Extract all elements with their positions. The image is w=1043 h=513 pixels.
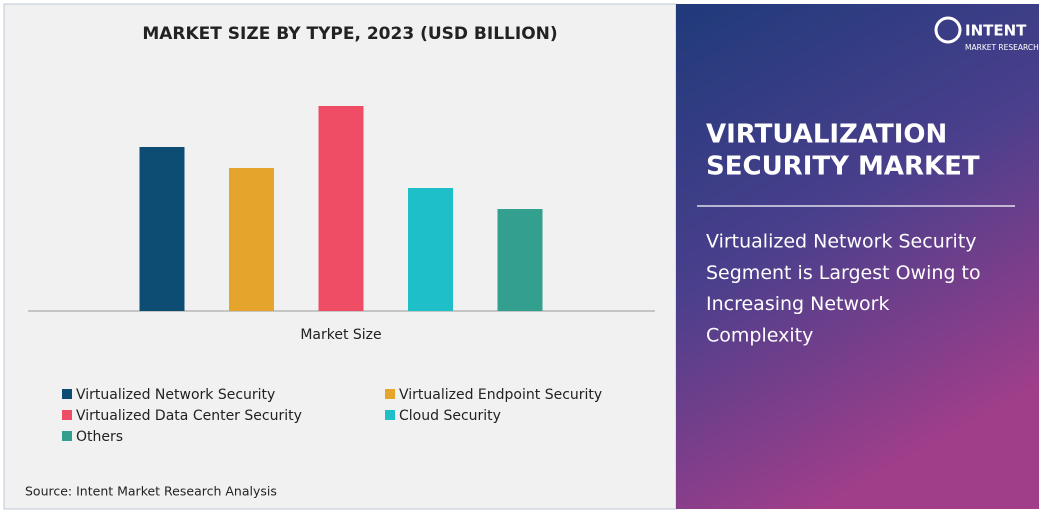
- bar: [408, 188, 453, 311]
- bar: [139, 147, 185, 311]
- panel-title: VIRTUALIZATION: [706, 120, 947, 150]
- legend-label: Virtualized Network Security: [76, 387, 275, 403]
- panel-text-line: Virtualized Network Security: [706, 231, 977, 253]
- panel-text-line: Segment is Largest Owing to: [706, 262, 981, 284]
- bar: [497, 209, 543, 311]
- panel-text: Virtualized Network Security Segment is L…: [706, 231, 981, 347]
- bar: [318, 106, 364, 311]
- legend-swatch: [385, 389, 395, 399]
- x-tick-label: Market Size: [300, 327, 381, 343]
- logo-tagline: MARKET RESEARCH: [965, 43, 1039, 52]
- info-panel: [676, 4, 1039, 509]
- legend-swatch: [62, 431, 72, 441]
- legend-label: Others: [76, 429, 123, 445]
- legend-label: Virtualized Data Center Security: [76, 408, 302, 424]
- chart: MARKET SIZE BY TYPE, 2023 (USD BILLION) …: [25, 24, 655, 499]
- panel-text-line: Increasing Network: [706, 293, 889, 315]
- chart-title: MARKET SIZE BY TYPE, 2023 (USD BILLION): [142, 24, 557, 44]
- logo-icon: [934, 16, 962, 44]
- panel-text-line: Complexity: [706, 324, 813, 346]
- legend-swatch: [385, 410, 395, 420]
- logo-name: INTENT: [965, 22, 1027, 40]
- bar: [229, 168, 274, 311]
- logo: INTENT MARKET RESEARCH: [934, 16, 1039, 52]
- source: Source: Intent Market Research Analysis: [25, 484, 277, 499]
- legend-swatch: [62, 410, 72, 420]
- legend-label: Cloud Security: [399, 408, 501, 424]
- legend-label: Virtualized Endpoint Security: [399, 387, 602, 403]
- legend-swatch: [62, 389, 72, 399]
- panel-title: SECURITY MARKET: [706, 152, 980, 182]
